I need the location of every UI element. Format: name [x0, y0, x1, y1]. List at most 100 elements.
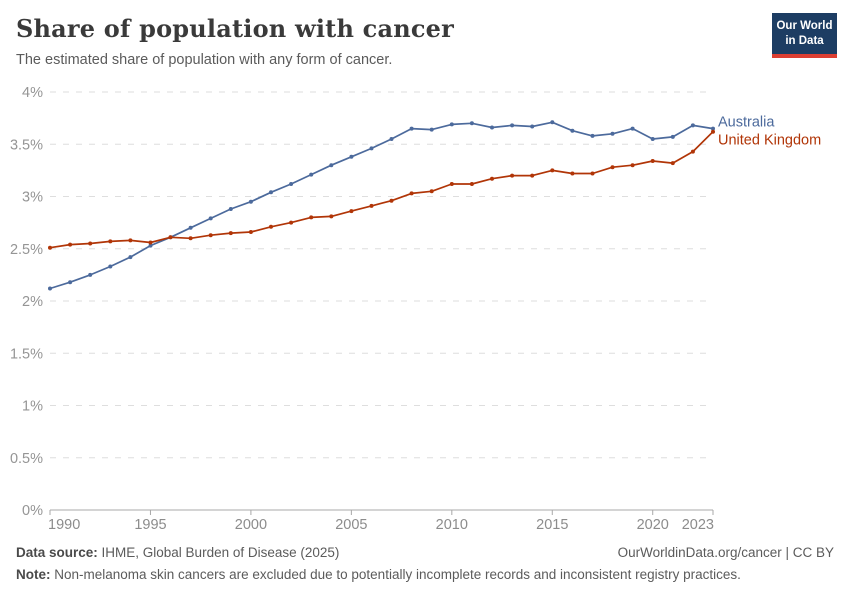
data-point-united-kingdom[interactable] [349, 209, 354, 214]
data-point-united-kingdom[interactable] [670, 161, 675, 166]
y-tick-label: 4% [22, 85, 43, 101]
data-point-united-kingdom[interactable] [530, 173, 535, 178]
data-point-united-kingdom[interactable] [248, 230, 253, 234]
y-tick-label: 0% [22, 503, 43, 519]
data-point-australia[interactable] [88, 272, 93, 277]
data-point-australia[interactable] [349, 154, 354, 159]
chart-header: Share of population with cancer The esti… [16, 14, 760, 68]
data-point-united-kingdom[interactable] [329, 214, 334, 219]
y-tick-label: 2.5% [10, 242, 43, 258]
y-tick-label: 2% [22, 294, 43, 310]
data-point-united-kingdom[interactable] [429, 189, 434, 194]
y-tick-label: 1.5% [10, 346, 43, 362]
data-point-united-kingdom[interactable] [168, 235, 173, 240]
data-point-australia[interactable] [68, 280, 73, 285]
chart-footer: Data source: IHME, Global Burden of Dise… [16, 545, 834, 582]
data-point-united-kingdom[interactable] [711, 129, 715, 134]
data-point-united-kingdom[interactable] [570, 171, 575, 176]
data-point-australia[interactable] [469, 121, 474, 126]
data-point-australia[interactable] [490, 125, 494, 130]
note-label: Note: [16, 567, 51, 582]
data-point-australia[interactable] [208, 216, 213, 221]
x-tick-label: 1990 [48, 517, 80, 533]
data-point-united-kingdom[interactable] [88, 241, 93, 246]
page-title: Share of population with cancer [16, 14, 455, 43]
data-point-australia[interactable] [510, 123, 515, 128]
data-point-united-kingdom[interactable] [309, 215, 314, 220]
data-point-australia[interactable] [329, 163, 334, 168]
data-point-united-kingdom[interactable] [289, 220, 294, 225]
data-point-united-kingdom[interactable] [68, 242, 73, 247]
owid-logo[interactable]: Our World in Data [772, 13, 837, 58]
series-line-australia[interactable] [49, 121, 714, 290]
chart-subtitle: The estimated share of population with a… [16, 52, 393, 68]
license-link[interactable]: OurWorldinData.org/cancer | CC BY [617, 545, 834, 560]
owid-logo-line1: Our World [776, 20, 833, 32]
data-point-united-kingdom[interactable] [490, 176, 494, 181]
note-text: Non-melanoma skin cancers are excluded d… [50, 567, 741, 582]
data-point-australia[interactable] [530, 124, 535, 129]
data-point-australia[interactable] [670, 134, 675, 139]
data-point-united-kingdom[interactable] [128, 238, 133, 243]
data-point-united-kingdom[interactable] [610, 165, 615, 170]
data-point-united-kingdom[interactable] [409, 191, 414, 196]
data-point-united-kingdom[interactable] [108, 239, 113, 244]
data-point-united-kingdom[interactable] [690, 149, 695, 154]
data-source-label: Data source: [16, 545, 98, 560]
data-point-united-kingdom[interactable] [269, 224, 273, 229]
y-tick-label: 0.5% [10, 451, 43, 467]
data-point-australia[interactable] [610, 131, 615, 136]
data-point-australia[interactable] [148, 243, 153, 248]
data-point-australia[interactable] [389, 137, 394, 141]
data-point-australia[interactable] [550, 120, 555, 125]
data-point-australia[interactable] [429, 127, 434, 132]
data-point-united-kingdom[interactable] [590, 171, 595, 176]
data-point-australia[interactable] [369, 146, 374, 151]
data-point-australia[interactable] [409, 126, 414, 131]
data-point-australia[interactable] [269, 190, 273, 195]
data-point-united-kingdom[interactable] [208, 233, 213, 238]
data-point-australia[interactable] [248, 199, 253, 204]
data-point-united-kingdom[interactable] [469, 182, 474, 186]
data-point-australia[interactable] [630, 126, 635, 131]
data-point-united-kingdom[interactable] [188, 236, 193, 241]
data-point-australia[interactable] [650, 137, 655, 141]
series-label-united-kingdom[interactable]: United Kingdom [718, 133, 821, 149]
x-tick-label: 2005 [335, 517, 367, 533]
data-point-australia[interactable] [449, 122, 454, 127]
series-label-australia[interactable]: Australia [718, 114, 775, 130]
x-tick-label: 2010 [436, 517, 468, 533]
data-point-united-kingdom[interactable] [650, 159, 655, 163]
data-point-australia[interactable] [570, 128, 575, 133]
data-point-united-kingdom[interactable] [550, 168, 555, 173]
x-tick-label: 1995 [134, 517, 166, 533]
data-source-line: Data source: IHME, Global Burden of Dise… [16, 545, 339, 560]
y-tick-label: 3.5% [10, 137, 43, 153]
data-source-text: IHME, Global Burden of Disease (2025) [97, 545, 340, 560]
data-point-australia[interactable] [48, 286, 52, 291]
data-point-australia[interactable] [711, 126, 715, 131]
data-point-united-kingdom[interactable] [510, 173, 515, 178]
data-point-australia[interactable] [228, 207, 233, 211]
data-point-united-kingdom[interactable] [148, 240, 153, 245]
x-tick-label: 2015 [536, 517, 568, 533]
data-point-australia[interactable] [690, 123, 695, 128]
data-point-united-kingdom[interactable] [389, 198, 394, 203]
data-point-australia[interactable] [590, 133, 595, 138]
data-point-australia[interactable] [309, 172, 314, 177]
x-tick-label: 2000 [235, 517, 267, 533]
data-point-united-kingdom[interactable] [228, 231, 233, 236]
data-point-united-kingdom[interactable] [369, 203, 374, 208]
y-tick-label: 3% [22, 190, 43, 206]
data-point-australia[interactable] [128, 255, 133, 260]
x-tick-label: 2020 [637, 517, 669, 533]
data-point-united-kingdom[interactable] [630, 163, 635, 168]
data-point-united-kingdom[interactable] [449, 182, 454, 186]
data-point-australia[interactable] [188, 225, 193, 230]
series-line-united-kingdom[interactable] [49, 130, 714, 249]
data-point-united-kingdom[interactable] [48, 245, 52, 250]
data-point-australia[interactable] [289, 182, 294, 186]
data-point-australia[interactable] [108, 264, 113, 269]
